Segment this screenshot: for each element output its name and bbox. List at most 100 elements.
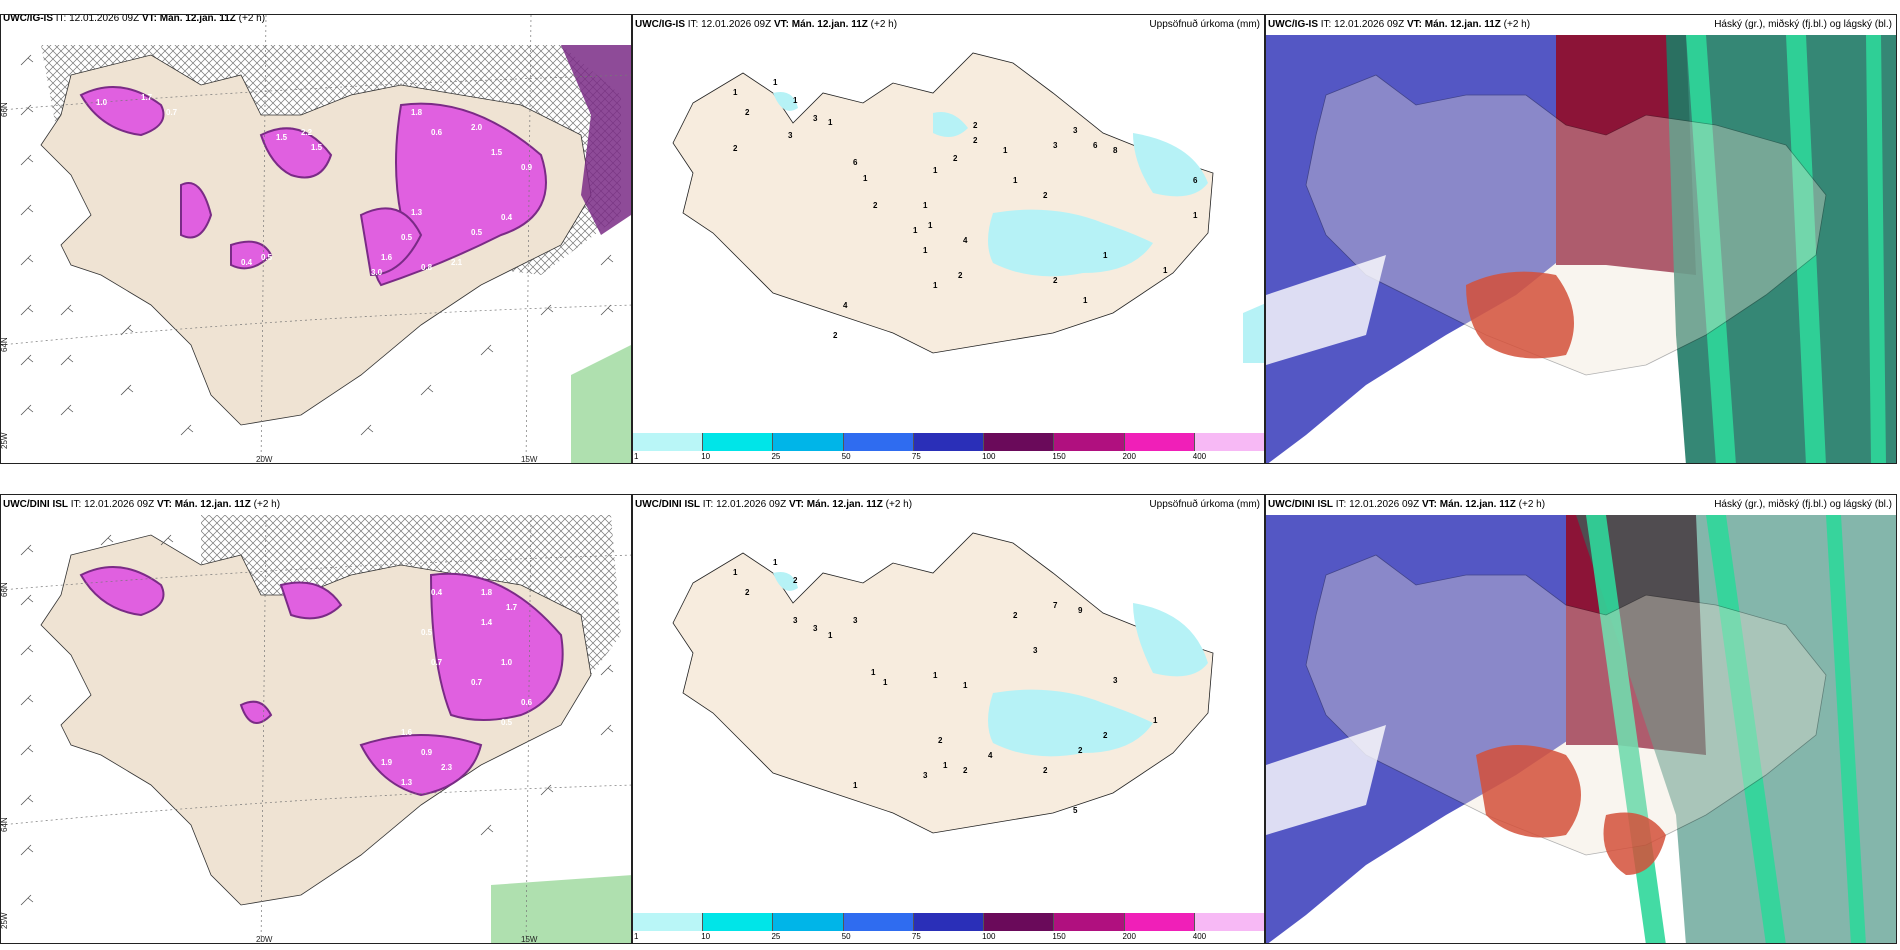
map-value-label: 3 (793, 616, 798, 625)
map-value-label: 1.3 (401, 778, 413, 787)
graticule (1, 15, 631, 463)
map-value-label: 1 (1193, 211, 1198, 220)
colorbar-segment (633, 913, 704, 931)
map-value-label: 1 (943, 761, 948, 770)
map-value-label: 1 (1163, 266, 1168, 275)
precip-magenta (79, 86, 547, 287)
map-value-label: 0.6 (521, 698, 533, 707)
colorbar-tick-label: 10 (701, 452, 711, 461)
precip-colorbar: 1 10 25 50 75 100 150 200 400 (633, 913, 1264, 943)
iceland-land (672, 532, 1214, 834)
lon-label-20w: 20W (256, 455, 273, 464)
colorbar-segment (1054, 913, 1125, 931)
map-value-label: 1 (1083, 296, 1088, 305)
colorbar-tick-label: 75 (911, 452, 921, 461)
colorbar-segment (703, 433, 774, 451)
map-value-label: 1.6 (381, 253, 393, 262)
map-value-label: 3 (1053, 141, 1058, 150)
map-value-label: 7 (1053, 601, 1058, 610)
colorbar-segment (1124, 433, 1195, 451)
map-value-label: 1.7 (506, 603, 518, 612)
map-value-label: 2 (958, 271, 963, 280)
map-value-label: 2.0 (471, 123, 483, 132)
map-value-label: 2 (1043, 766, 1048, 775)
cloud-map (1266, 515, 1896, 943)
map-value-label: 1.7 (141, 93, 153, 102)
map-value-label: 4 (988, 751, 993, 760)
colorbar-segment (1194, 433, 1264, 451)
colorbar-tick-label: 1 (634, 452, 639, 461)
map-value-label: 2 (873, 201, 878, 210)
lat-label-66n: 66N (1, 102, 9, 117)
colorbar-tick-label: 50 (841, 932, 851, 941)
colorbar-tick-label: 25 (771, 932, 781, 941)
map-value-label: 8 (1113, 146, 1118, 155)
map-value-label: 3 (813, 624, 818, 633)
cloud-panel-title: UWC/DINI ISL IT: 12.01.2026 09Z VT: Mán.… (1268, 499, 1546, 510)
graticule (1, 515, 631, 943)
map-value-label: 2 (973, 121, 978, 130)
map-value-label: 9 (1078, 606, 1083, 615)
low-cloud-blue (1266, 35, 1566, 463)
purple-east (561, 45, 631, 235)
map-value-label: 3.0 (371, 268, 383, 277)
precip-colorbar: 1 10 25 50 75 100 150 200 400 (633, 433, 1264, 463)
colorbar-segment (1124, 913, 1195, 931)
map-value-label: 1 (773, 78, 778, 87)
map-value-label: 0.5 (401, 233, 413, 242)
colorbar-segment (1194, 913, 1264, 931)
map-value-label: 1.5 (276, 133, 288, 142)
precip-magenta (79, 566, 564, 797)
map-value-label: 1.0 (501, 658, 513, 667)
map-value-label: 1 (1153, 716, 1158, 725)
cloud-panel-subtitle: Háský (gr.), miðský (fj.bl.) og lágský (… (1714, 19, 1892, 30)
colorbar-segment (773, 913, 844, 931)
wind-panel-title: UWC/IG-IS IT: 12.01.2026 09Z VT: Mán. 12… (3, 14, 266, 24)
map-value-label: 1 (828, 631, 833, 640)
map-value-label: 0.7 (166, 108, 178, 117)
map-value-label: 1 (963, 681, 968, 690)
colorbar-segment (984, 913, 1055, 931)
map-value-label: 2 (938, 736, 943, 745)
map-value-label: 1 (883, 678, 888, 687)
map-value-label: 1 (913, 226, 918, 235)
map-value-label: 0.5 (421, 628, 433, 637)
iceland-land (672, 52, 1214, 354)
map-value-label: 1.9 (381, 758, 393, 767)
cloud-panel-title: UWC/IG-IS IT: 12.01.2026 09Z VT: Mán. 12… (1268, 19, 1531, 30)
precip-panel-title: UWC/DINI ISL IT: 12.01.2026 09Z VT: Mán.… (635, 499, 913, 510)
precip-cyan-patches (773, 92, 1264, 363)
cloud-panel-subtitle: Háský (gr.), miðský (fj.bl.) og lágský (… (1714, 499, 1892, 510)
map-value-label: 1 (923, 246, 928, 255)
wind-panel-row2: UWC/DINI ISL IT: 12.01.2026 09Z VT: Mán.… (0, 494, 632, 944)
map-value-label: 2 (733, 144, 738, 153)
cloud-map (1266, 35, 1896, 463)
map-value-label: 1 (1013, 176, 1018, 185)
map-value-label: 2.1 (451, 258, 463, 267)
map-value-label: 2 (953, 154, 958, 163)
map-value-label: 0.4 (501, 213, 513, 222)
colorbar-segment (913, 433, 985, 451)
wind-values: 1.8 1.7 0.4 0.5 0.7 1.0 1.4 1.6 0.9 2.3 1.9 1.3 0.6 0… (381, 588, 533, 787)
colorbar-tick-label: 1 (634, 932, 639, 941)
map-value-label: 0.6 (431, 128, 443, 137)
cloud-panel-row1: UWC/IG-IS IT: 12.01.2026 09Z VT: Mán. 12… (1265, 14, 1897, 464)
map-value-label: 2 (1103, 731, 1108, 740)
white-gap (1266, 255, 1386, 365)
map-value-label: 0.7 (431, 658, 443, 667)
map-value-label: 1 (933, 671, 938, 680)
colorbar-tick-label: 50 (841, 452, 851, 461)
precip-cyan-patches (773, 572, 1208, 757)
map-value-label: 3 (788, 131, 793, 140)
low-cloud-red-south (1476, 745, 1666, 875)
map-value-label: 2 (745, 108, 750, 117)
map-value-label: 1.8 (411, 108, 423, 117)
map-value-label: 3 (923, 771, 928, 780)
low-cloud-red-south (1466, 271, 1574, 359)
map-value-label: 2 (745, 588, 750, 597)
map-value-label: 0.9 (521, 163, 533, 172)
